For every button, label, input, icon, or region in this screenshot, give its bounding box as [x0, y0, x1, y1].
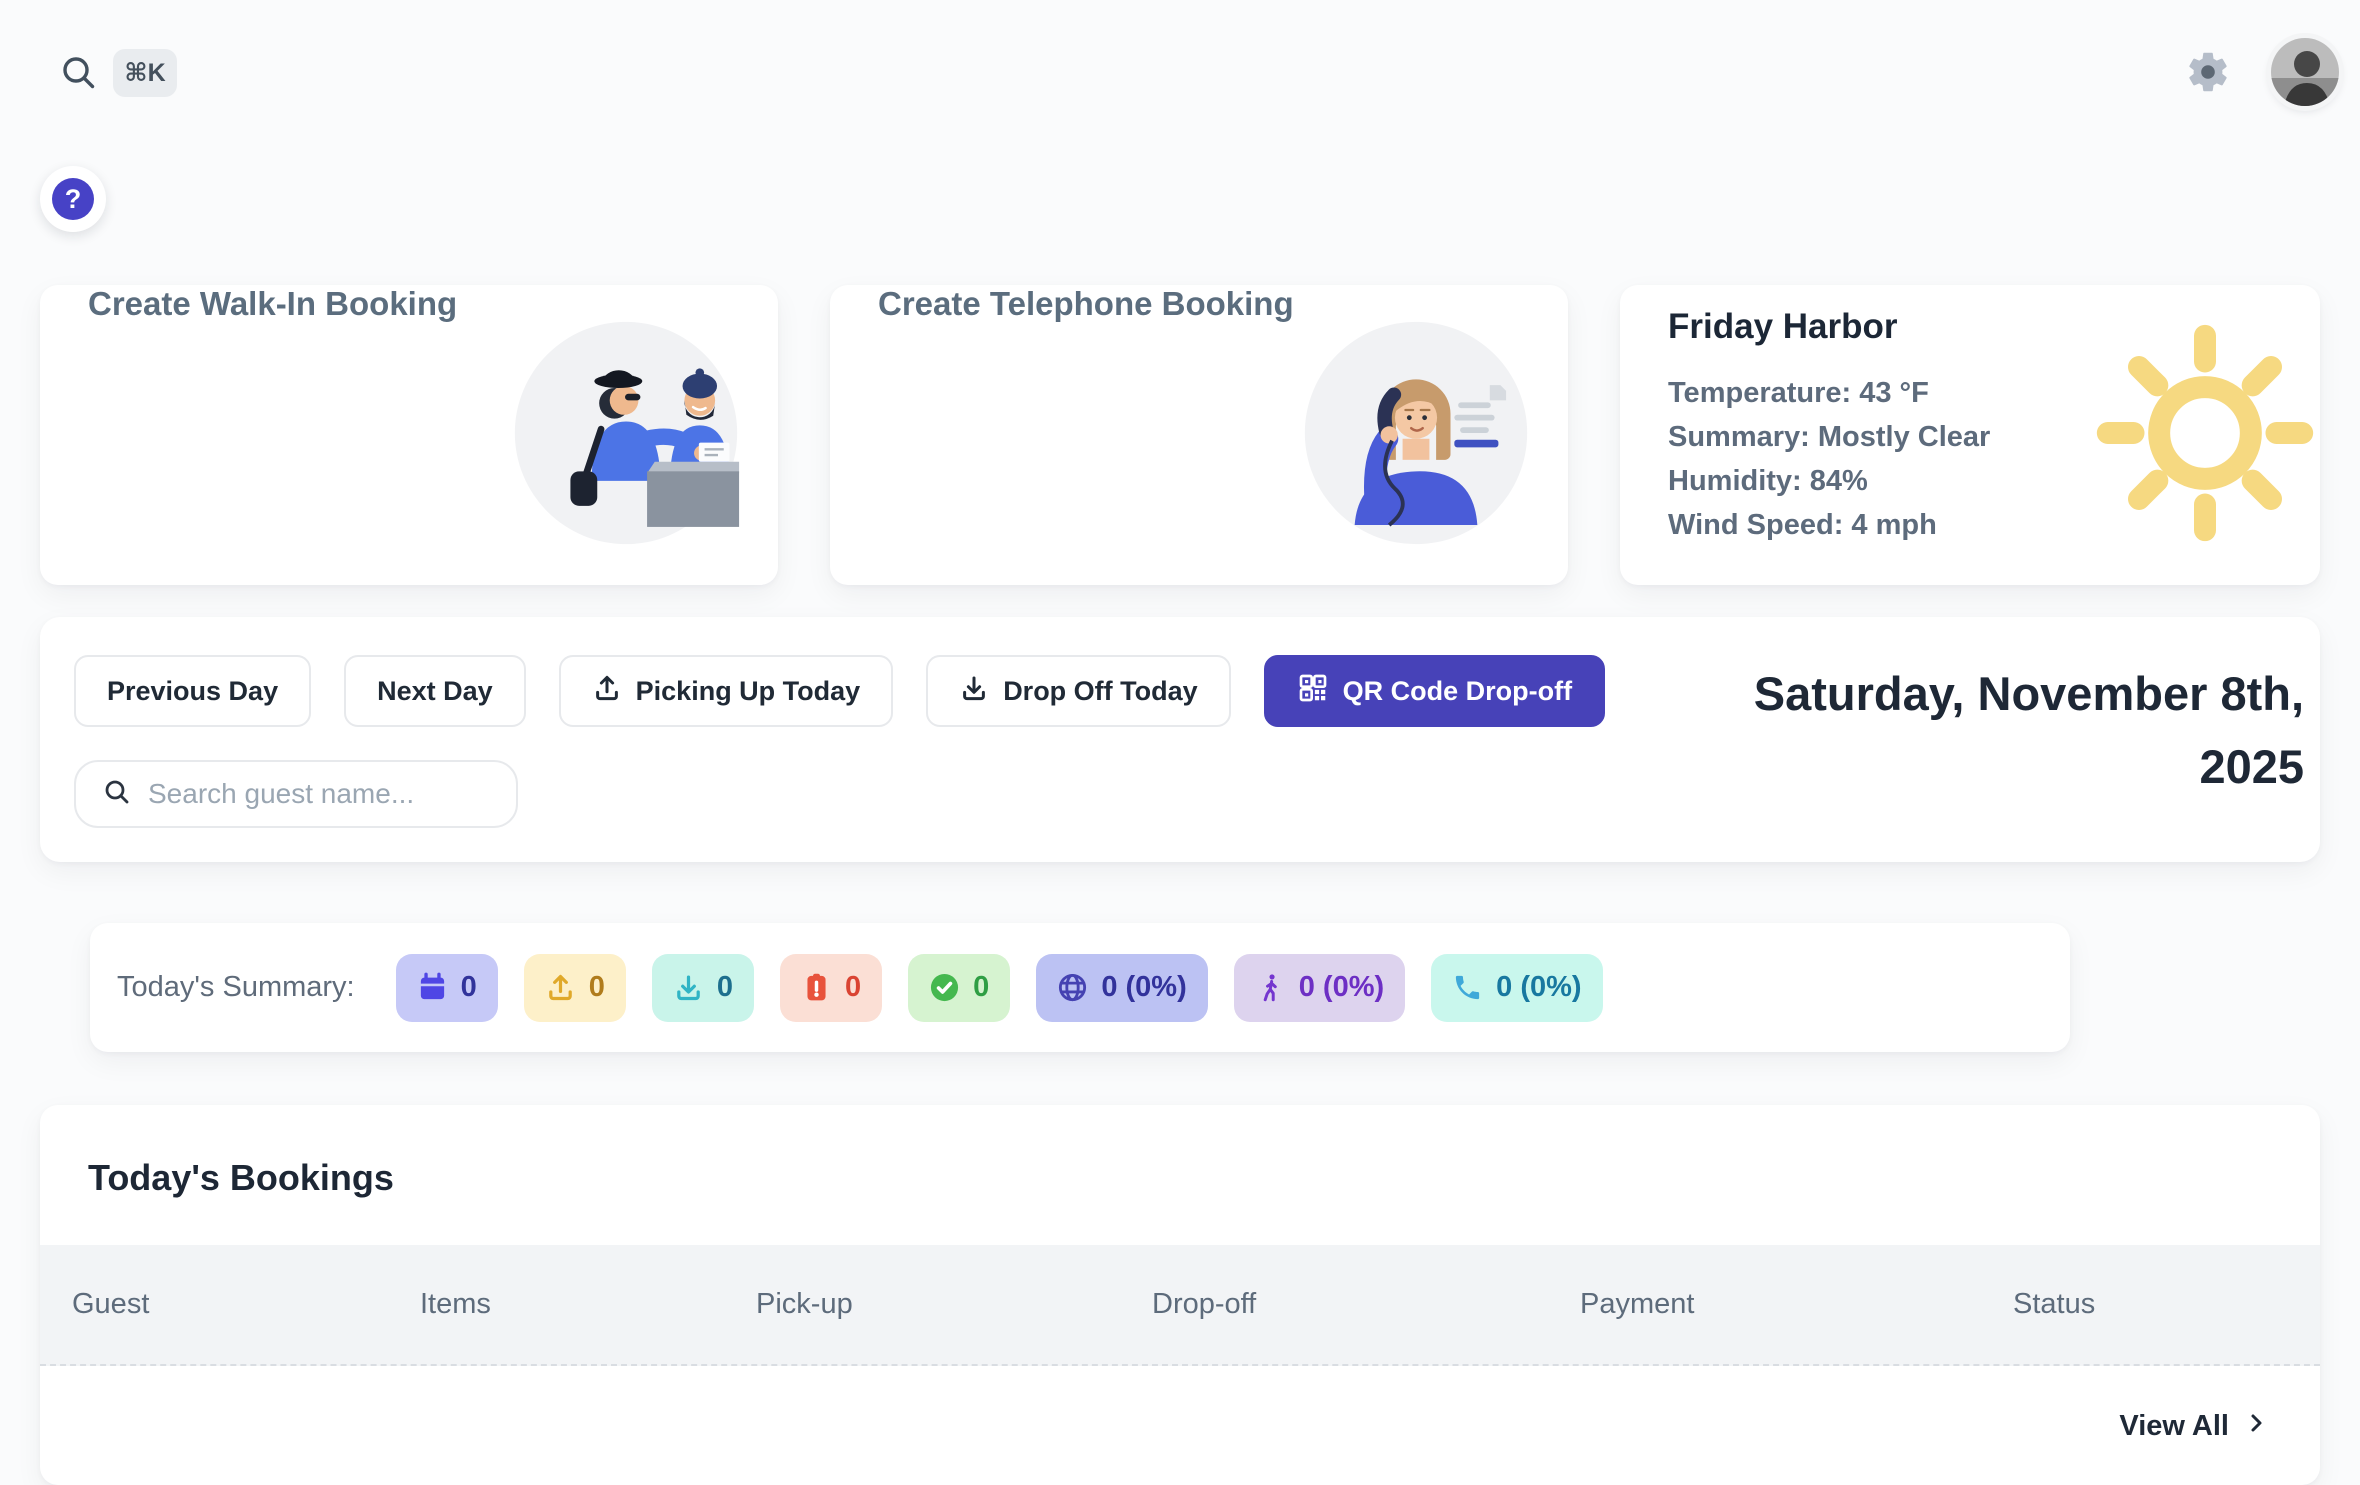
bookings-table-header: Guest Items Pick-up Drop-off Payment Sta…: [40, 1245, 2320, 1366]
badge-value: 0: [973, 971, 990, 1003]
todays-summary-panel: Today's Summary: 0 0: [90, 923, 2070, 1052]
badge-value: 0 (0%): [1298, 971, 1385, 1003]
guest-search: [74, 760, 518, 828]
badge-value: 0 (0%): [1496, 971, 1582, 1003]
drop-off-today-button[interactable]: Drop Off Today: [926, 655, 1231, 727]
weather-card: Friday Harbor Temperature: 43 °F Summary…: [1620, 285, 2320, 585]
qr-code-drop-off-button[interactable]: QR Code Drop-off: [1263, 655, 1606, 727]
create-telephone-booking-card[interactable]: Create Telephone Booking: [830, 285, 1568, 585]
qr-code-icon: [1297, 672, 1329, 711]
column-header-pickup: Pick-up: [756, 1288, 853, 1320]
keyboard-shortcut-badge: ⌘K: [113, 49, 177, 97]
alert-icon: [801, 972, 832, 1003]
weather-temperature: Temperature: 43 °F: [1668, 377, 1929, 409]
weather-summary: Summary: Mostly Clear: [1668, 421, 1991, 453]
summary-badge-telephone: 0 (0%): [1431, 953, 1603, 1022]
next-day-label: Next Day: [377, 675, 493, 706]
current-date: Saturday, November 8th, 2025: [1753, 667, 2304, 793]
weather-wind-speed: Wind Speed: 4 mph: [1668, 509, 1937, 541]
day-toolbar-panel: Previous Day Next Day Picking Up Today D…: [40, 617, 2320, 862]
drop-off-label: Drop Off Today: [1003, 675, 1198, 706]
summary-badge-pickups: 0: [523, 953, 626, 1022]
column-header-payment: Payment: [1580, 1288, 1695, 1320]
summary-badge-dropoffs: 0: [651, 953, 755, 1022]
summary-label: Today's Summary:: [117, 971, 355, 1003]
upload-icon: [545, 972, 576, 1003]
view-all-link[interactable]: View All: [2119, 1410, 2268, 1443]
avatar-photo: [2271, 38, 2339, 106]
column-header-dropoff: Drop-off: [1152, 1288, 1257, 1320]
check-circle-icon: [929, 972, 960, 1003]
previous-day-label: Previous Day: [107, 675, 279, 706]
create-walk-in-booking-card[interactable]: Create Walk-In Booking: [40, 285, 778, 585]
globe-icon: [1057, 972, 1088, 1003]
summary-badge-completed: 0: [908, 953, 1011, 1022]
telephone-illustration: [1301, 318, 1531, 548]
column-header-items: Items: [420, 1288, 491, 1320]
search-icon: [102, 777, 132, 812]
summary-badge-walk-in: 0 (0%): [1233, 953, 1406, 1022]
shortcut-label: ⌘K: [124, 59, 166, 87]
summary-badge-bookings: 0: [395, 953, 498, 1022]
summary-badge-alerts: 0: [780, 953, 883, 1022]
todays-bookings-panel: Today's Bookings Guest Items Pick-up Dro…: [40, 1105, 2320, 1485]
chevron-right-icon: [2244, 1410, 2268, 1443]
badge-value: 0 (0%): [1101, 971, 1187, 1003]
phone-icon: [1452, 972, 1483, 1003]
qr-drop-off-label: QR Code Drop-off: [1342, 675, 1573, 706]
download-icon: [673, 972, 704, 1003]
badge-value: 0: [460, 971, 477, 1003]
picking-up-today-button[interactable]: Picking Up Today: [558, 655, 894, 727]
guest-search-input[interactable]: [148, 778, 509, 810]
weather-location: Friday Harbor: [1668, 307, 1898, 346]
next-day-button[interactable]: Next Day: [344, 655, 526, 727]
column-header-status: Status: [2013, 1288, 2096, 1320]
settings-button[interactable]: [2184, 48, 2232, 96]
upload-icon: [592, 673, 622, 710]
question-mark-icon: ?: [52, 178, 94, 220]
weather-humidity: Humidity: 84%: [1668, 465, 1868, 497]
badge-value: 0: [588, 971, 605, 1003]
badge-value: 0: [845, 971, 862, 1003]
view-all-label: View All: [2119, 1410, 2229, 1442]
walk-in-card-label: Create Walk-In Booking: [88, 285, 458, 322]
badge-value: 0: [716, 971, 734, 1003]
help-button[interactable]: ?: [40, 166, 106, 232]
sun-icon: [2095, 323, 2315, 543]
search-button[interactable]: [58, 52, 100, 94]
column-header-guest: Guest: [72, 1288, 150, 1320]
previous-day-button[interactable]: Previous Day: [74, 655, 312, 727]
help-glyph: ?: [64, 183, 82, 214]
quick-action-cards: Create Walk-In Booking: [40, 285, 2320, 585]
bookings-title: Today's Bookings: [88, 1157, 394, 1198]
walk-in-illustration: [511, 318, 741, 548]
calendar-icon: [417, 972, 448, 1003]
search-icon: [58, 57, 100, 98]
download-icon: [959, 673, 989, 710]
summary-badge-online: 0 (0%): [1036, 953, 1208, 1022]
picking-up-label: Picking Up Today: [635, 675, 861, 706]
gear-icon: [2184, 52, 2232, 100]
walking-person-icon: [1255, 972, 1286, 1003]
telephone-card-label: Create Telephone Booking: [878, 285, 1294, 322]
user-avatar[interactable]: [2271, 38, 2339, 106]
